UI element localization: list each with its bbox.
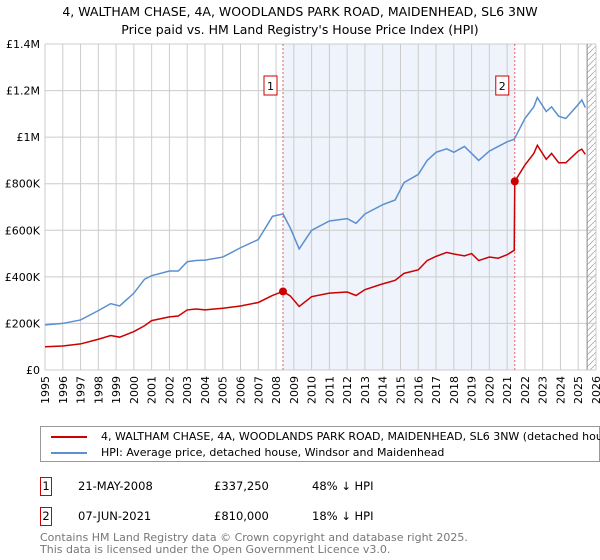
x-tick-label: 2013 [359, 376, 372, 404]
price-chart: 1995 1996 1997 1998 1999 2000 2001 2002 2003 2004… [5, 38, 600, 404]
y-tick-label: £1.4M [6, 38, 40, 51]
chart-title: 4, WALTHAM CHASE, 4A, WOODLANDS PARK ROA… [0, 3, 600, 39]
price: £337,250 [214, 479, 269, 493]
sale-point [278, 287, 287, 296]
red-line-swatch [51, 435, 87, 438]
property-price-line [44, 143, 586, 348]
y-tick-label: £200K [5, 317, 41, 330]
footer: Contains HM Land Registry data © Crown c… [40, 532, 468, 556]
x-tick-label: 2006 [235, 376, 248, 404]
shaded-period [282, 44, 515, 370]
y-tick-label: £1.2M [6, 85, 40, 98]
x-tick-label: 1996 [57, 376, 70, 404]
x-tick-label: 1995 [39, 376, 52, 404]
y-tick-label: £600K [5, 224, 41, 237]
legend-item-hpi: HPI: Average price, detached house, Wind… [51, 446, 444, 459]
marker-badge: 1 [40, 476, 52, 496]
sale-label-box [263, 75, 278, 96]
x-tick-label: 2002 [163, 376, 176, 404]
x-tick-label: 2018 [448, 376, 461, 404]
price: £810,000 [214, 509, 269, 523]
x-tick-label: 2009 [288, 376, 301, 404]
footer-line: This data is licensed under the Open Gov… [40, 543, 391, 556]
x-tick-label: 2017 [430, 376, 443, 404]
legend: 4, WALTHAM CHASE, 4A, WOODLANDS PARK ROA… [40, 426, 600, 462]
legend-item-property: 4, WALTHAM CHASE, 4A, WOODLANDS PARK ROA… [51, 430, 600, 443]
x-tick-label: 2011 [323, 376, 336, 404]
x-tick-label: 2023 [537, 376, 550, 404]
sale-label: 1 [267, 80, 274, 93]
x-tick-label: 2024 [554, 376, 567, 404]
transaction-row: 2 07-JUN-2021 £810,000 18% ↓ HPI [40, 505, 373, 527]
y-tick-label: £400K [5, 271, 41, 284]
transaction-row: 1 21-MAY-2008 £337,250 48% ↓ HPI [40, 475, 373, 497]
x-tick-label: 2025 [572, 376, 585, 404]
y-tick-label: £800K [5, 178, 41, 191]
x-tick-label: 2001 [146, 376, 159, 404]
x-tick-label: 2000 [128, 376, 141, 404]
footer-line: Contains HM Land Registry data © Crown c… [40, 531, 468, 544]
x-tick-label: 2003 [181, 376, 194, 404]
x-tick-label: 2019 [466, 376, 479, 404]
legend-label: HPI: Average price, detached house, Wind… [101, 446, 445, 459]
x-tick-label: 2014 [377, 376, 390, 404]
sale-label: 2 [499, 80, 506, 93]
x-tick-label: 2010 [306, 376, 319, 404]
sale-point [510, 177, 519, 186]
subtitle-line: Price paid vs. HM Land Registry's House … [121, 22, 479, 37]
x-tick-label: 2015 [394, 376, 407, 404]
date: 07-JUN-2021 [78, 509, 152, 523]
title-line: 4, WALTHAM CHASE, 4A, WOODLANDS PARK ROA… [62, 4, 538, 19]
x-tick-label: 1997 [75, 376, 88, 404]
x-tick-label: 2007 [252, 376, 265, 404]
x-tick-label: 2020 [483, 376, 496, 404]
x-tick-label: 2016 [412, 376, 425, 404]
x-tick-label: 2026 [590, 376, 600, 404]
x-tick-label: 2008 [270, 376, 283, 404]
x-tick-label: 2022 [519, 376, 532, 404]
legend-label: 4, WALTHAM CHASE, 4A, WOODLANDS PARK ROA… [101, 430, 600, 443]
sale-label-box [495, 75, 510, 96]
x-tick-label: 2012 [341, 376, 354, 404]
marker-badge: 2 [40, 506, 52, 526]
future-hatch [587, 44, 596, 370]
blue-line-swatch [51, 451, 87, 454]
date: 21-MAY-2008 [78, 479, 153, 493]
x-tick-label: 1999 [110, 376, 123, 404]
hpi-line [44, 95, 587, 326]
hpi-diff: 48% ↓ HPI [312, 479, 374, 493]
x-tick-label: 2021 [501, 376, 514, 404]
x-tick-label: 1998 [92, 376, 105, 404]
x-tick-label: 2004 [199, 376, 212, 404]
hpi-diff: 18% ↓ HPI [312, 509, 374, 523]
y-tick-label: £1M [17, 131, 41, 144]
y-tick-label: £0 [26, 364, 40, 377]
x-tick-label: 2005 [217, 376, 230, 404]
